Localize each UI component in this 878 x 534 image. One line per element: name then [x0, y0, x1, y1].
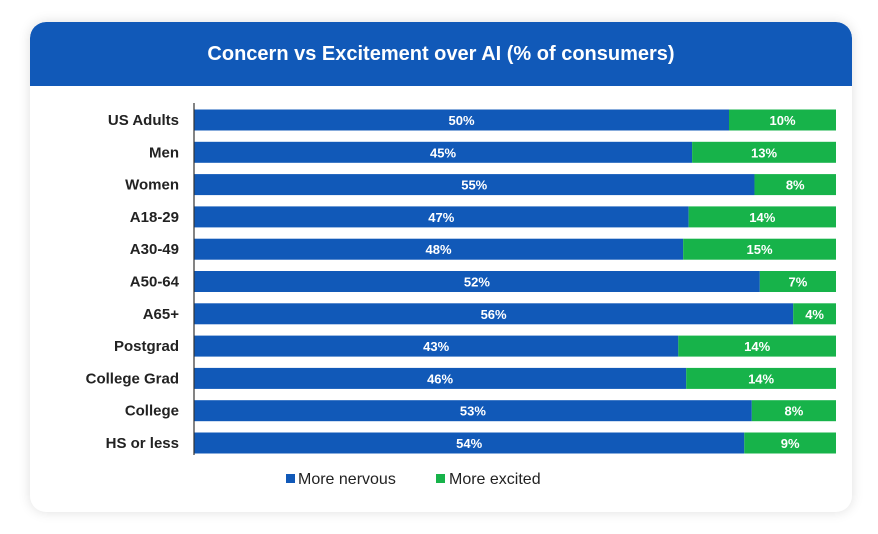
data-label-more-excited: 8%: [786, 178, 805, 193]
bar-more-nervous: [194, 335, 679, 357]
bar-more-nervous: [194, 367, 687, 389]
data-label-more-excited: 8%: [785, 404, 804, 419]
bar-more-nervous: [194, 432, 745, 454]
bar-more-nervous: [194, 238, 684, 260]
bar-more-nervous: [194, 271, 760, 292]
data-label-more-nervous: 45%: [430, 145, 456, 160]
bars: 50% 10% 45% 13% 55% 8% 47% 14% 48% 15% 52% 7% 56% 4% 4…: [194, 109, 836, 454]
bar-more-excited: [678, 335, 836, 357]
chart-card: Concern vs Excitement over AI (% of cons…: [30, 22, 852, 512]
data-label-more-excited: 14%: [749, 210, 775, 225]
legend-label-more-nervous: More nervous: [298, 471, 396, 488]
category-label: A65+: [143, 306, 180, 323]
data-label-more-excited: 14%: [744, 339, 770, 354]
bar-more-excited: [751, 400, 836, 422]
chart-title: Concern vs Excitement over AI (% of cons…: [30, 22, 852, 86]
bar-more-nervous: [194, 141, 693, 163]
bar-more-excited: [692, 141, 836, 163]
data-label-more-excited: 14%: [748, 371, 774, 386]
legend-swatch-more-nervous: [286, 474, 295, 483]
data-label-more-excited: 15%: [747, 242, 773, 257]
category-label: Men: [149, 144, 179, 161]
bar-more-excited: [754, 174, 836, 196]
data-label-more-nervous: 43%: [423, 339, 449, 354]
legend-swatch-more-excited: [436, 474, 445, 483]
bar-more-nervous: [194, 174, 755, 196]
bar-more-excited: [793, 303, 836, 325]
data-label-more-nervous: 47%: [428, 210, 454, 225]
data-label-more-excited: 13%: [751, 145, 777, 160]
data-label-more-nervous: 56%: [481, 307, 507, 322]
legend-label-more-excited: More excited: [449, 471, 541, 488]
category-label: Women: [125, 177, 179, 194]
bar-more-nervous: [194, 303, 794, 325]
data-label-more-excited: 9%: [781, 436, 800, 451]
category-labels: US Adults Men Women A18-29 A30-49 A50-64 A65+ P…: [86, 112, 180, 452]
category-label: A30-49: [130, 241, 179, 258]
data-label-more-excited: 7%: [789, 275, 808, 290]
data-label-more-nervous: 55%: [461, 178, 487, 193]
bar-more-excited: [688, 206, 836, 228]
bar-more-nervous: [194, 109, 729, 131]
data-label-more-nervous: 46%: [427, 371, 453, 386]
bar-more-excited: [729, 109, 836, 131]
bar-more-excited: [744, 432, 836, 454]
category-label: College: [125, 403, 179, 420]
category-label: A50-64: [130, 274, 180, 291]
bar-more-excited: [759, 271, 836, 292]
data-label-more-nervous: 53%: [460, 404, 486, 419]
bar-more-nervous: [194, 206, 689, 228]
data-label-more-excited: 4%: [805, 307, 824, 322]
category-label: US Adults: [108, 112, 179, 129]
legend: More nervous More excited: [286, 471, 541, 488]
data-label-more-nervous: 48%: [426, 242, 452, 257]
bar-more-excited: [683, 238, 836, 260]
category-label: Postgrad: [114, 338, 179, 355]
bar-more-nervous: [194, 400, 752, 422]
data-label-more-excited: 10%: [769, 113, 795, 128]
data-label-more-nervous: 52%: [464, 275, 490, 290]
category-label: A18-29: [130, 209, 179, 226]
category-label: HS or less: [106, 435, 179, 452]
data-label-more-nervous: 50%: [448, 113, 474, 128]
bar-more-excited: [686, 367, 836, 389]
category-label: College Grad: [86, 370, 179, 387]
data-label-more-nervous: 54%: [456, 436, 482, 451]
